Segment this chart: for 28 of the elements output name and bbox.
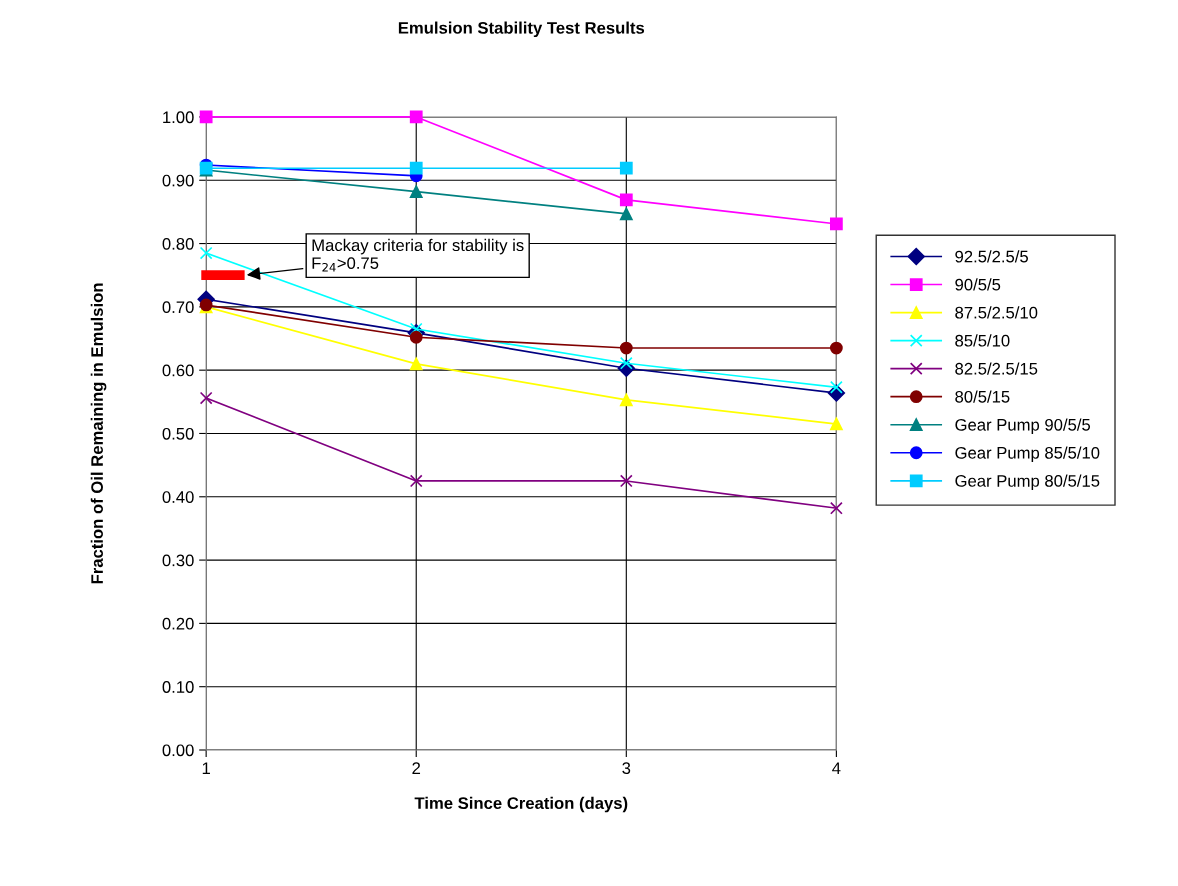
annotation: Mackay criteria for stability is F$_{24}$>0.75 [312, 238, 524, 272]
y-tick-label: 0.60 [162, 364, 194, 377]
y-tick-label: 0.30 [162, 554, 194, 567]
legend-label: 92.5/2.5/5 [955, 250, 1028, 263]
y-tick-label: 0.20 [162, 617, 194, 630]
y-tick-label: 0.10 [162, 681, 194, 693]
y-tick-label: 0.00 [162, 744, 194, 757]
x-tick-label: 3 [622, 762, 631, 775]
y-tick-label: 0.80 [162, 237, 194, 250]
y-tick-label: 0.70 [162, 301, 194, 314]
y-axis-title: Fraction of Oil Remaining in Emulsion [90, 283, 107, 584]
legend-label: Gear Pump 90/5/5 [955, 418, 1091, 435]
y-tick-label: 1.00 [163, 111, 194, 124]
legend-label: 85/5/10 [955, 334, 1010, 347]
x-axis-title: Time Since Creation (days) [414, 796, 628, 813]
y-tick-label: 0.50 [162, 427, 194, 440]
y-tick-label: 0.40 [162, 491, 194, 503]
x-tick-label: 4 [832, 762, 841, 774]
legend-label: 80/5/15 [955, 390, 1010, 403]
y-tick-label: 0.90 [162, 174, 194, 187]
legend-label: 90/5/5 [955, 278, 1001, 291]
chart-title: Emulsion Stability Test Results [398, 21, 645, 38]
legend-label: 87.5/2.5/10 [955, 306, 1038, 319]
legend-label: 82.5/2.5/15 [955, 362, 1038, 375]
legend-label: Gear Pump 80/5/15 [955, 474, 1100, 491]
x-tick-label: 1 [202, 762, 210, 774]
legend-label: Gear Pump 85/5/10 [955, 446, 1100, 463]
x-tick-label: 2 [412, 762, 421, 774]
